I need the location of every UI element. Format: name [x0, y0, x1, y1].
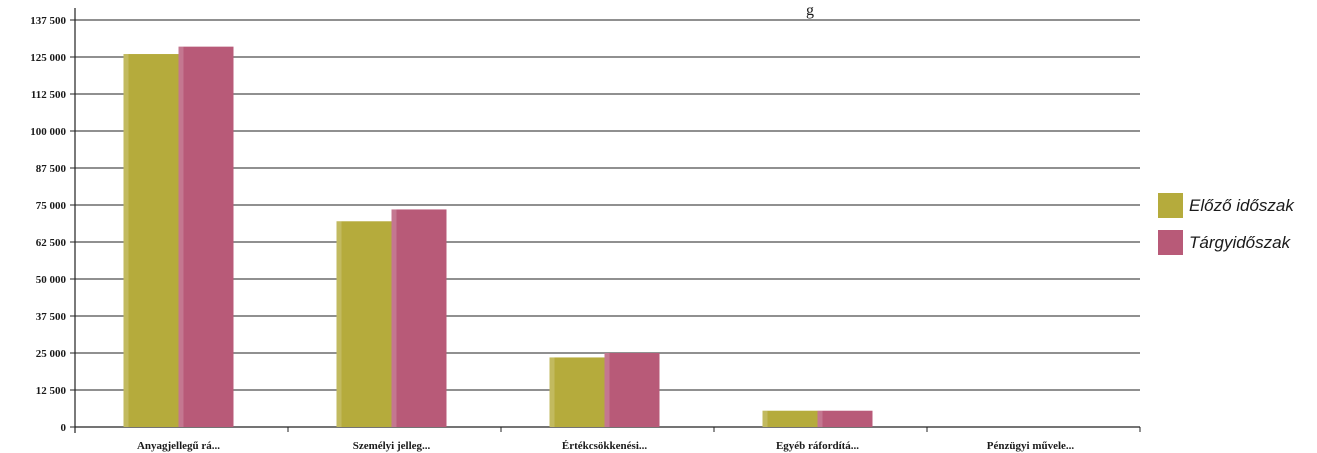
bar-highlight [762, 410, 768, 427]
bar-highlight [123, 54, 129, 427]
y-tick-label: 50 000 [36, 274, 67, 286]
y-tick-label: 12 500 [36, 385, 67, 397]
legend-label: Előző időszak [1189, 196, 1295, 215]
y-tick-label: 62 500 [36, 237, 67, 249]
y-tick-label: 125 000 [30, 52, 66, 64]
x-tick-label: Anyagjellegű rá... [137, 440, 220, 452]
bar-highlight [549, 357, 555, 427]
y-tick-label: 0 [61, 422, 67, 434]
y-axis-ticks: 0 12 500 25 000 37 500 50 000 62 500 75 000 87 … [30, 15, 75, 434]
y-tick-label: 75 000 [36, 200, 67, 212]
x-axis-ticks: Anyagjellegű rá... Személyi jelleg... Érté… [137, 427, 1141, 452]
bar [762, 410, 818, 427]
bar [336, 221, 392, 427]
legend: Előző időszak Tárgyidőszak [1158, 193, 1295, 255]
bar-highlight [817, 410, 823, 427]
legend-swatch [1158, 230, 1183, 255]
bar [817, 410, 873, 427]
legend-label: Tárgyidőszak [1189, 233, 1292, 252]
bar [178, 46, 234, 427]
bars [123, 46, 873, 427]
x-tick-label: Pénzügyi művele... [987, 440, 1075, 452]
bar-highlight [178, 46, 184, 427]
bar-highlight [391, 209, 397, 427]
y-tick-label: 112 500 [31, 89, 67, 101]
bar [123, 54, 179, 427]
chart-title: g [806, 2, 814, 19]
x-tick-label: Személyi jelleg... [353, 440, 431, 452]
bar-highlight [336, 221, 342, 427]
y-tick-label: 87 500 [36, 163, 67, 175]
bar [604, 353, 660, 427]
y-tick-label: 37 500 [36, 311, 67, 323]
bar [391, 209, 447, 427]
y-tick-label: 137 500 [30, 15, 66, 27]
y-tick-label: 25 000 [36, 348, 67, 360]
x-tick-label: Egyéb ráfordítá... [776, 440, 859, 452]
x-tick-label: Értékcsökkenési... [562, 440, 648, 452]
legend-swatch [1158, 193, 1183, 218]
y-tick-label: 100 000 [30, 126, 66, 138]
bar-highlight [604, 353, 610, 427]
gridlines [75, 19, 1140, 428]
bar [549, 357, 605, 427]
